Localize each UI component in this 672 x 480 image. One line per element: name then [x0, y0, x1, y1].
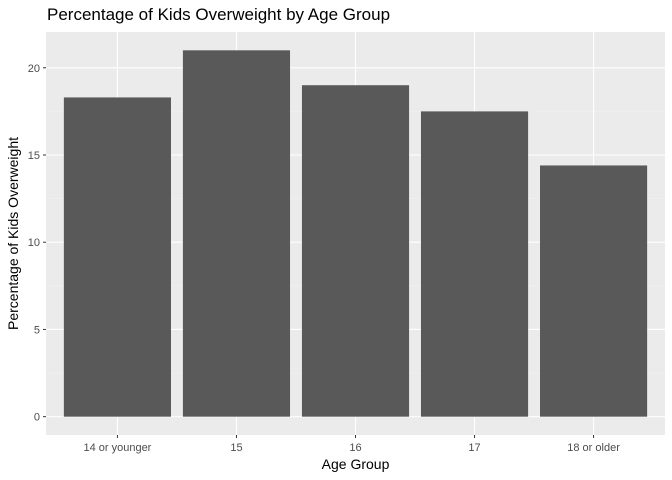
bars [63, 50, 648, 417]
bar-17 [420, 111, 529, 417]
bar-14-or-younger [63, 97, 171, 417]
x-axis-title: Age Group [322, 456, 390, 472]
x-axis: 14 or younger 15 16 17 18 or older [83, 435, 620, 454]
x-tick-label: 17 [468, 442, 480, 454]
y-axis: 0 5 10 15 20 [28, 63, 46, 424]
x-tick-label: 16 [349, 442, 361, 454]
x-tick-label: 15 [230, 442, 242, 454]
x-tick-label: 18 or older [567, 442, 620, 454]
y-tick-label: 15 [28, 150, 40, 162]
y-tick-label: 0 [34, 412, 40, 424]
y-axis-title: Percentage of Kids Overweight [5, 137, 21, 330]
bar-18-or-older [540, 165, 648, 417]
x-tick-label: 14 or younger [83, 442, 151, 454]
bar-15 [182, 50, 291, 417]
bar-16 [301, 85, 410, 417]
y-tick-label: 20 [28, 63, 40, 75]
y-tick-label: 5 [34, 324, 40, 336]
chart-title: Percentage of Kids Overweight by Age Gro… [47, 5, 390, 24]
y-tick-label: 10 [28, 237, 40, 249]
